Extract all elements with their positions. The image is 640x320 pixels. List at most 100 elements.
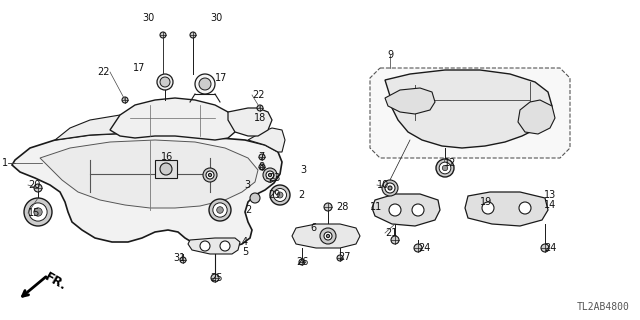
Text: 3: 3	[244, 180, 250, 190]
Text: 17: 17	[132, 63, 145, 73]
Circle shape	[29, 203, 47, 221]
Polygon shape	[518, 100, 555, 134]
Text: 25: 25	[210, 273, 223, 283]
Polygon shape	[372, 194, 440, 226]
Circle shape	[268, 173, 271, 177]
Text: 30: 30	[210, 13, 222, 23]
Circle shape	[273, 188, 287, 202]
Circle shape	[160, 163, 172, 175]
Circle shape	[326, 235, 330, 237]
Text: 20: 20	[28, 180, 40, 190]
Text: 22: 22	[252, 90, 264, 100]
Circle shape	[389, 204, 401, 216]
Text: 26: 26	[296, 257, 308, 267]
Circle shape	[200, 241, 210, 251]
Circle shape	[263, 168, 277, 182]
Circle shape	[299, 259, 305, 265]
Text: 7: 7	[258, 152, 264, 162]
Text: 14: 14	[544, 200, 556, 210]
Circle shape	[199, 78, 211, 90]
Text: 19: 19	[480, 197, 492, 207]
Circle shape	[217, 207, 223, 213]
Polygon shape	[465, 192, 548, 226]
Circle shape	[519, 202, 531, 214]
Circle shape	[391, 236, 399, 244]
Polygon shape	[292, 224, 360, 248]
Circle shape	[266, 171, 274, 179]
Polygon shape	[110, 98, 235, 140]
Text: 17: 17	[215, 73, 227, 83]
Circle shape	[257, 105, 263, 111]
Text: 1: 1	[2, 158, 8, 168]
Text: 2: 2	[245, 205, 251, 215]
Polygon shape	[12, 133, 282, 248]
Circle shape	[337, 255, 343, 261]
Text: 11: 11	[370, 202, 382, 212]
Circle shape	[24, 198, 52, 226]
Circle shape	[320, 228, 336, 244]
Circle shape	[385, 183, 395, 193]
Circle shape	[213, 203, 227, 217]
Circle shape	[442, 165, 448, 171]
Circle shape	[412, 204, 424, 216]
Circle shape	[324, 203, 332, 211]
Circle shape	[250, 193, 260, 203]
Circle shape	[259, 164, 265, 170]
Circle shape	[122, 97, 128, 103]
Circle shape	[160, 77, 170, 87]
Text: 28: 28	[336, 202, 348, 212]
Text: 18: 18	[254, 113, 266, 123]
Text: 27: 27	[338, 252, 351, 262]
Text: 5: 5	[242, 247, 248, 257]
Circle shape	[190, 32, 196, 38]
Polygon shape	[385, 88, 435, 114]
Circle shape	[209, 199, 231, 221]
Text: 4: 4	[242, 237, 248, 247]
Circle shape	[209, 173, 212, 177]
Text: 3: 3	[300, 165, 306, 175]
Text: 22: 22	[97, 67, 110, 77]
Polygon shape	[248, 128, 285, 152]
Circle shape	[211, 274, 219, 282]
Circle shape	[180, 257, 186, 263]
Text: 2: 2	[298, 190, 304, 200]
Circle shape	[324, 232, 332, 240]
Circle shape	[439, 162, 451, 174]
Text: TL2AB4800: TL2AB4800	[577, 302, 630, 312]
Polygon shape	[40, 140, 258, 208]
Polygon shape	[55, 115, 130, 140]
Circle shape	[195, 74, 215, 94]
Circle shape	[34, 208, 42, 216]
Text: 12: 12	[444, 158, 456, 168]
Circle shape	[482, 202, 494, 214]
Circle shape	[388, 186, 392, 190]
Circle shape	[436, 159, 454, 177]
Polygon shape	[370, 68, 570, 158]
Polygon shape	[228, 108, 272, 136]
Circle shape	[541, 244, 549, 252]
Text: FR.: FR.	[42, 271, 68, 293]
Text: 31: 31	[173, 253, 185, 263]
Circle shape	[270, 185, 290, 205]
Circle shape	[220, 241, 230, 251]
Text: 13: 13	[544, 190, 556, 200]
Text: 30: 30	[143, 13, 155, 23]
Circle shape	[34, 184, 42, 192]
Circle shape	[157, 74, 173, 90]
Circle shape	[203, 168, 217, 182]
Text: 8: 8	[258, 162, 264, 172]
Text: 24: 24	[544, 243, 556, 253]
Circle shape	[206, 171, 214, 179]
Polygon shape	[385, 70, 552, 148]
Circle shape	[414, 244, 422, 252]
Circle shape	[266, 174, 274, 182]
Text: 10: 10	[377, 180, 389, 190]
Circle shape	[382, 180, 398, 196]
Text: 15: 15	[28, 208, 40, 218]
Text: 23: 23	[268, 173, 280, 183]
Text: 16: 16	[161, 152, 173, 162]
Text: 29: 29	[268, 190, 280, 200]
Text: 9: 9	[387, 50, 393, 60]
Text: 21: 21	[385, 228, 397, 238]
Circle shape	[160, 32, 166, 38]
